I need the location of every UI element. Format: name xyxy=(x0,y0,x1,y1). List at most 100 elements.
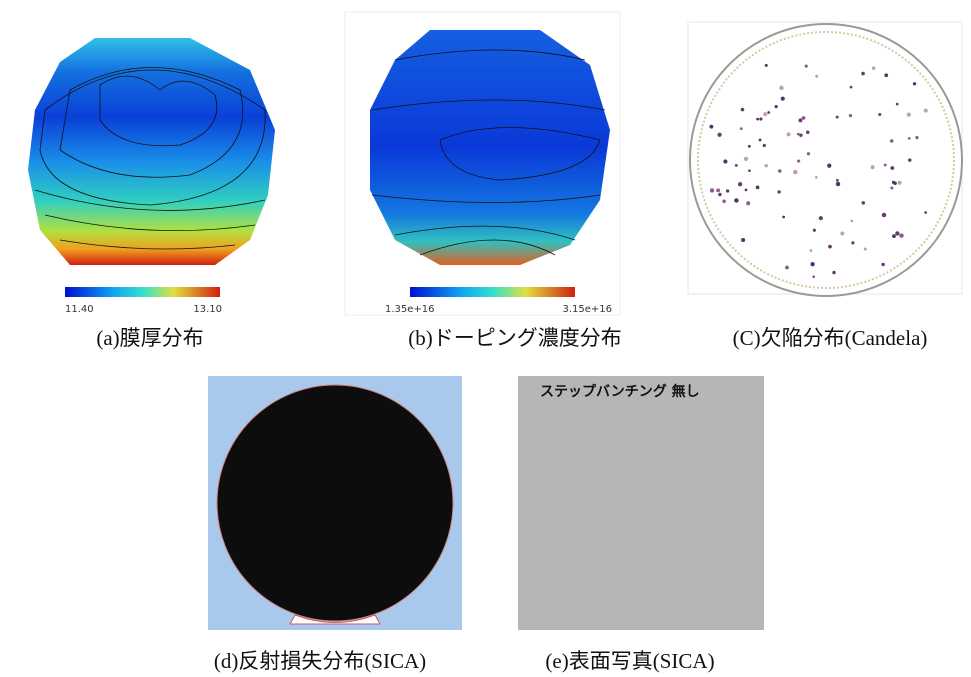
defect xyxy=(746,201,751,206)
defect xyxy=(848,113,853,118)
defect xyxy=(849,85,853,89)
defect xyxy=(743,156,749,162)
defect xyxy=(870,165,875,170)
defect xyxy=(782,215,786,219)
panel-e: ステップバンチング 無し (e)表面写真(SICA) xyxy=(518,376,764,673)
contour xyxy=(59,67,244,178)
defect xyxy=(810,262,815,267)
defect xyxy=(744,188,748,192)
defect xyxy=(897,180,902,185)
colorbar xyxy=(65,287,220,297)
wafer xyxy=(689,23,963,297)
defect xyxy=(748,169,751,172)
defect xyxy=(709,124,714,129)
defect xyxy=(863,247,867,251)
contour xyxy=(99,75,218,147)
defect xyxy=(861,71,865,76)
defect xyxy=(796,132,800,136)
panel-b: 1.35e+16 3.15e+16 (b)ドーピング濃度分布 xyxy=(344,11,622,350)
photo xyxy=(518,376,764,630)
defect xyxy=(835,181,841,187)
panel-a: 11.40 13.10 (a)膜厚分布 xyxy=(28,38,275,350)
defect xyxy=(725,189,730,193)
defect xyxy=(734,163,738,167)
defect xyxy=(764,164,768,168)
defect xyxy=(895,231,900,236)
defect xyxy=(899,233,904,238)
defect xyxy=(718,192,722,197)
colorbar-max: 3.15e+16 xyxy=(562,304,612,315)
defect xyxy=(741,238,746,243)
defect xyxy=(915,136,919,140)
colorbar-max: 13.10 xyxy=(193,304,222,315)
defect xyxy=(827,163,832,168)
defect xyxy=(878,112,882,117)
defect xyxy=(850,219,854,223)
contour xyxy=(59,239,236,250)
defect xyxy=(891,180,896,185)
defect xyxy=(883,163,887,167)
defect xyxy=(812,275,816,279)
frame xyxy=(344,11,621,316)
defect xyxy=(871,66,876,70)
caption: (e)表面写真(SICA) xyxy=(545,649,714,673)
defect xyxy=(895,102,899,106)
defect xyxy=(759,117,763,121)
defect xyxy=(774,104,778,109)
defect xyxy=(923,108,928,113)
colorbar-min: 11.40 xyxy=(65,304,94,315)
defect xyxy=(892,234,896,239)
defect xyxy=(793,169,798,175)
colorbar xyxy=(410,287,575,297)
flat xyxy=(289,614,381,625)
defect xyxy=(767,111,771,114)
defect xyxy=(884,73,889,78)
defect xyxy=(818,216,823,221)
defect xyxy=(809,249,813,252)
defect xyxy=(828,244,832,249)
defect xyxy=(906,112,911,117)
defect xyxy=(907,158,912,162)
defect xyxy=(851,241,855,245)
defect xyxy=(786,132,791,137)
defect xyxy=(799,133,803,137)
defect xyxy=(815,74,819,78)
defect xyxy=(881,262,885,267)
defect xyxy=(890,186,894,190)
defect xyxy=(739,127,743,131)
defect xyxy=(912,82,917,86)
defect xyxy=(804,64,808,68)
defect xyxy=(778,169,782,173)
caption: (a)膜厚分布 xyxy=(96,326,203,350)
defect xyxy=(722,199,726,203)
defect xyxy=(907,136,911,140)
defect xyxy=(889,139,894,143)
defect xyxy=(798,118,803,123)
defect xyxy=(785,265,789,270)
defect xyxy=(801,116,806,120)
defect xyxy=(780,96,785,101)
defect xyxy=(797,159,801,163)
defect xyxy=(734,198,739,203)
defect xyxy=(812,228,816,232)
defect xyxy=(779,85,784,91)
panel-c: (C)欠陥分布(Candela) xyxy=(687,21,963,350)
defect xyxy=(740,107,745,112)
wafer-map xyxy=(28,38,275,265)
contour xyxy=(34,189,266,211)
wafer xyxy=(216,384,454,622)
defect xyxy=(709,188,715,193)
defect xyxy=(762,143,766,148)
defect xyxy=(835,115,839,119)
caption: (d)反射損失分布(SICA) xyxy=(214,649,426,673)
defect xyxy=(835,178,839,182)
defect xyxy=(756,117,759,121)
defect xyxy=(764,63,768,67)
contour xyxy=(44,214,256,231)
defect xyxy=(881,212,887,218)
panel-d: (d)反射損失分布(SICA) xyxy=(208,376,462,673)
wafer-map xyxy=(370,30,610,265)
contour xyxy=(371,194,601,203)
defect xyxy=(763,112,768,117)
